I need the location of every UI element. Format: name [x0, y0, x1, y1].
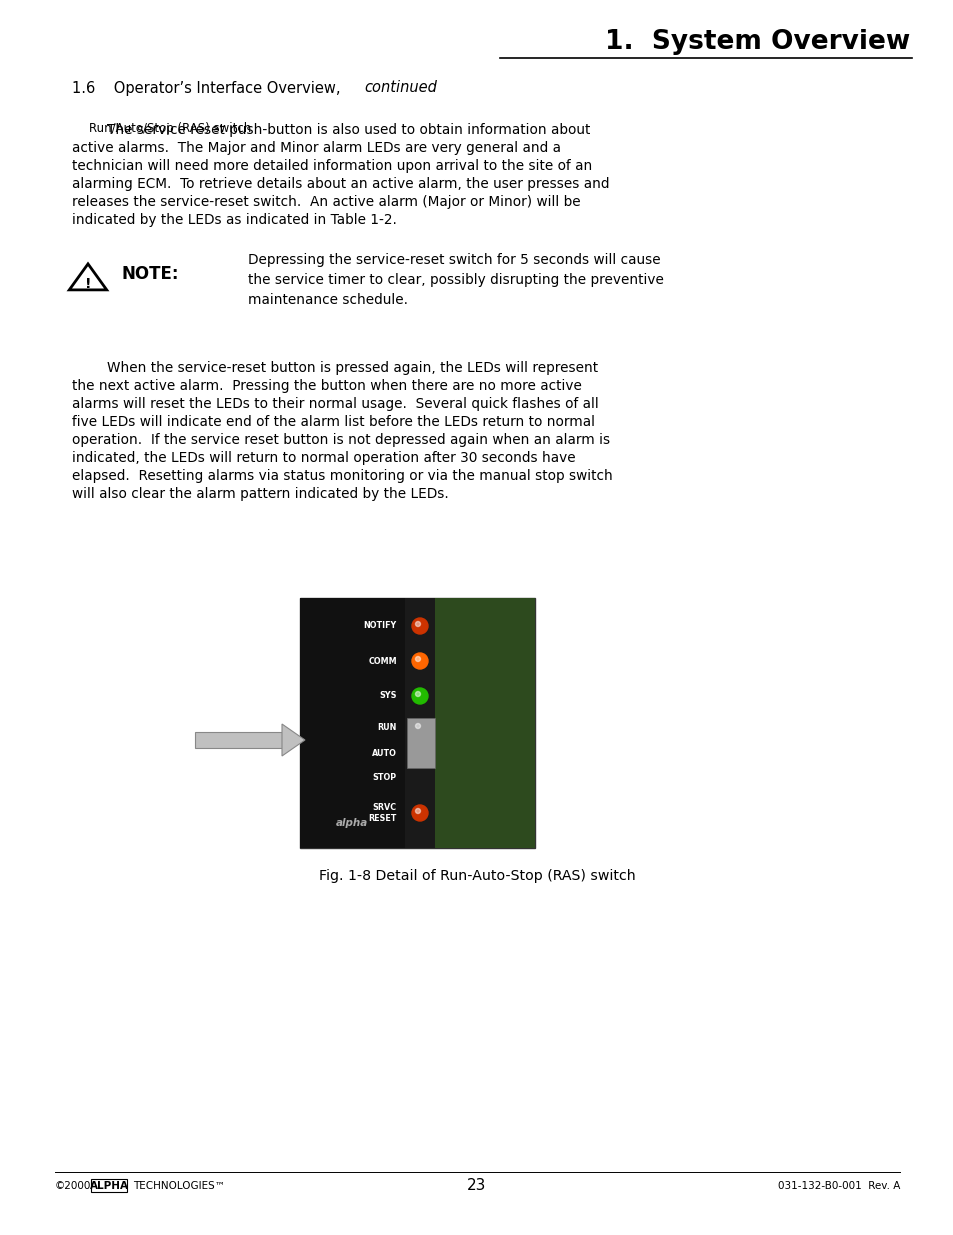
Text: releases the service-reset switch.  An active alarm (Major or Minor) will be: releases the service-reset switch. An ac…: [71, 195, 580, 209]
Text: STOP: STOP: [373, 773, 396, 783]
Text: alpha: alpha: [335, 818, 368, 827]
Circle shape: [412, 720, 428, 736]
Circle shape: [412, 688, 428, 704]
Text: AUTO: AUTO: [372, 748, 396, 757]
Bar: [407, 718, 435, 768]
Text: 23: 23: [467, 1178, 486, 1193]
Text: operation.  If the service reset button is not depressed again when an alarm is: operation. If the service reset button i…: [71, 433, 610, 447]
Text: alarming ECM.  To retrieve details about an active alarm, the user presses and: alarming ECM. To retrieve details about …: [71, 177, 609, 191]
Circle shape: [412, 805, 428, 821]
Text: 1.  System Overview: 1. System Overview: [604, 28, 909, 56]
Text: the service timer to clear, possibly disrupting the preventive: the service timer to clear, possibly dis…: [248, 273, 663, 287]
Text: Fig. 1-8 Detail of Run-Auto-Stop (RAS) switch: Fig. 1-8 Detail of Run-Auto-Stop (RAS) s…: [318, 869, 635, 883]
Text: five LEDs will indicate end of the alarm list before the LEDs return to normal: five LEDs will indicate end of the alarm…: [71, 415, 595, 429]
Text: SRVC
RESET: SRVC RESET: [368, 803, 396, 823]
Circle shape: [416, 692, 420, 697]
Circle shape: [412, 618, 428, 634]
Text: indicated, the LEDs will return to normal operation after 30 seconds have: indicated, the LEDs will return to norma…: [71, 451, 575, 466]
Bar: [194, 732, 282, 748]
Text: 1.6    Operator’s Interface Overview,: 1.6 Operator’s Interface Overview,: [71, 80, 345, 95]
Text: When the service-reset button is pressed again, the LEDs will represent: When the service-reset button is pressed…: [71, 361, 598, 375]
Text: ALPHA: ALPHA: [90, 1181, 129, 1191]
Text: SYS: SYS: [379, 692, 396, 700]
Text: 031-132-B0-001  Rev. A: 031-132-B0-001 Rev. A: [777, 1181, 899, 1191]
Text: NOTE:: NOTE:: [122, 266, 179, 283]
Text: Depressing the service-reset switch for 5 seconds will cause: Depressing the service-reset switch for …: [248, 253, 659, 267]
Polygon shape: [282, 724, 305, 756]
Text: continued: continued: [364, 80, 436, 95]
Text: RUN: RUN: [377, 724, 396, 732]
Text: Run/Auto/Stop (RAS) switch: Run/Auto/Stop (RAS) switch: [89, 122, 251, 135]
Bar: [91, 1179, 127, 1192]
Circle shape: [416, 724, 420, 729]
Text: elapsed.  Resetting alarms via status monitoring or via the manual stop switch: elapsed. Resetting alarms via status mon…: [71, 469, 612, 483]
Circle shape: [416, 657, 420, 662]
Circle shape: [412, 653, 428, 669]
Text: ©2000: ©2000: [55, 1181, 91, 1191]
Text: alarms will reset the LEDs to their normal usage.  Several quick flashes of all: alarms will reset the LEDs to their norm…: [71, 396, 598, 411]
Text: the next active alarm.  Pressing the button when there are no more active: the next active alarm. Pressing the butt…: [71, 379, 581, 393]
Text: maintenance schedule.: maintenance schedule.: [248, 293, 408, 308]
Text: COMM: COMM: [368, 657, 396, 666]
Circle shape: [416, 809, 420, 814]
Text: technician will need more detailed information upon arrival to the site of an: technician will need more detailed infor…: [71, 159, 592, 173]
Bar: [299, 598, 405, 848]
Text: TECHNOLOGIES™: TECHNOLOGIES™: [132, 1181, 225, 1191]
Bar: [299, 598, 535, 848]
Text: active alarms.  The Major and Minor alarm LEDs are very general and a: active alarms. The Major and Minor alarm…: [71, 141, 560, 156]
Text: NOTIFY: NOTIFY: [363, 621, 396, 631]
Text: indicated by the LEDs as indicated in Table 1-2.: indicated by the LEDs as indicated in Ta…: [71, 212, 396, 227]
Text: will also clear the alarm pattern indicated by the LEDs.: will also clear the alarm pattern indica…: [71, 487, 448, 501]
Text: !: !: [85, 277, 91, 291]
Bar: [405, 598, 435, 848]
Text: The service reset push-button is also used to obtain information about: The service reset push-button is also us…: [71, 124, 590, 137]
Circle shape: [416, 621, 420, 626]
Bar: [435, 598, 535, 848]
